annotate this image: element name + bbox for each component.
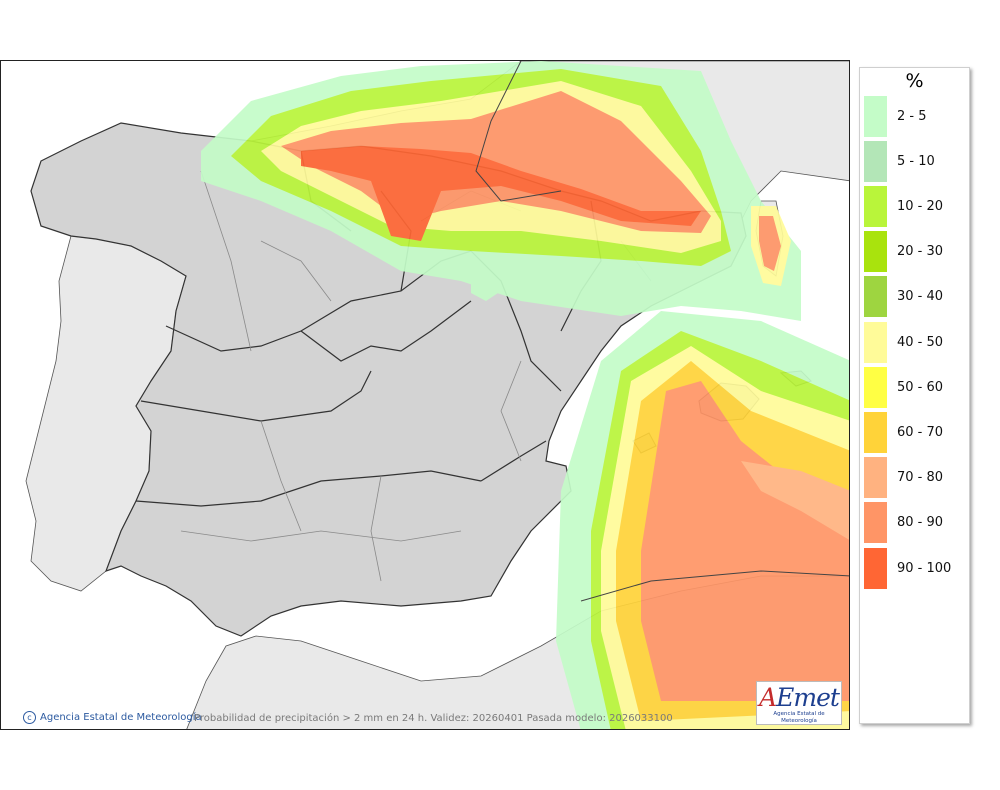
legend-item: 40 - 50 bbox=[864, 321, 943, 363]
copyright-icon: c bbox=[23, 711, 36, 724]
legend-panel: % 2 - 5 5 - 10 10 - 20 20 - 30 30 - 40 40 - 5… bbox=[859, 67, 970, 724]
legend-swatch bbox=[864, 276, 887, 318]
legend-label: 70 - 80 bbox=[897, 470, 944, 486]
legend-swatch bbox=[864, 547, 887, 589]
legend-label: 40 - 50 bbox=[897, 334, 944, 350]
legend-item: 20 - 30 bbox=[864, 231, 943, 273]
legend-item: 50 - 60 bbox=[864, 366, 943, 408]
legend-label: 90 - 100 bbox=[897, 560, 952, 576]
legend-swatch bbox=[864, 185, 887, 227]
legend-item: 30 - 40 bbox=[864, 276, 943, 318]
precip-north bbox=[201, 61, 801, 321]
legend-item: 2 - 5 bbox=[864, 95, 927, 137]
legend-label: 60 - 70 bbox=[897, 424, 944, 440]
legend-item: 10 - 20 bbox=[864, 185, 943, 227]
aemet-logo: AEmet Agencia Estatal de Meteorología bbox=[756, 681, 842, 725]
legend-swatch bbox=[864, 457, 887, 499]
precip-east bbox=[556, 311, 849, 729]
legend-label: 10 - 20 bbox=[897, 198, 944, 214]
precipitation-map bbox=[25, 61, 849, 729]
legend-item: 5 - 10 bbox=[864, 140, 935, 182]
legend-swatch bbox=[864, 140, 887, 182]
legend-swatch bbox=[864, 502, 887, 544]
legend-item: 80 - 90 bbox=[864, 502, 943, 544]
legend-label: 50 - 60 bbox=[897, 379, 944, 395]
legend-unit: % bbox=[905, 70, 924, 92]
legend-item: 70 - 80 bbox=[864, 457, 943, 499]
map-panel[interactable]: c Agencia Estatal de Meteorología Probab… bbox=[0, 60, 850, 730]
legend-label: 80 - 90 bbox=[897, 515, 944, 531]
legend-swatch bbox=[864, 231, 887, 273]
legend-label: 2 - 5 bbox=[897, 108, 927, 124]
credit-text: Agencia Estatal de Meteorología bbox=[40, 712, 202, 723]
legend-item: 90 - 100 bbox=[864, 547, 951, 589]
legend-swatch bbox=[864, 95, 887, 137]
legend-item: 60 - 70 bbox=[864, 411, 943, 453]
legend-label: 20 - 30 bbox=[897, 244, 944, 260]
legend-swatch bbox=[864, 366, 887, 408]
legend-swatch bbox=[864, 321, 887, 363]
legend-label: 5 - 10 bbox=[897, 153, 935, 169]
legend-swatch bbox=[864, 411, 887, 453]
map-caption: Probabilidad de precipitación > 2 mm en … bbox=[194, 713, 673, 724]
legend-label: 30 - 40 bbox=[897, 289, 944, 305]
credit: c Agencia Estatal de Meteorología bbox=[23, 711, 202, 724]
